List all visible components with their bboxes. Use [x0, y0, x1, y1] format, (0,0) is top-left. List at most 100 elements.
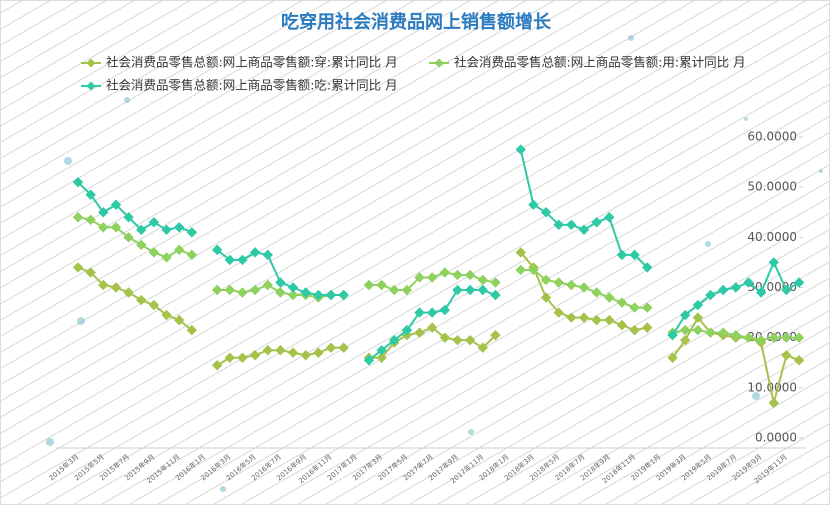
- point-marker: [540, 207, 552, 218]
- chart-title: 吃穿用社会消费品网上销售额增长: [281, 11, 552, 33]
- point-marker: [439, 267, 451, 278]
- point-marker: [426, 307, 438, 318]
- legend-label: 社会消费品零售总额:网上商品零售额:用:累计同比 月: [454, 55, 746, 70]
- point-marker: [287, 289, 299, 301]
- point-marker: [110, 199, 122, 210]
- point-marker: [642, 322, 653, 333]
- point-marker: [300, 287, 311, 298]
- point-marker: [262, 249, 273, 261]
- y-tick-label: 10.0000: [747, 380, 797, 394]
- point-marker: [439, 304, 451, 316]
- point-marker: [148, 247, 160, 258]
- point-marker: [123, 232, 134, 243]
- point-marker: [667, 329, 678, 341]
- point-marker: [604, 212, 615, 223]
- point-marker: [490, 329, 501, 341]
- point-marker: [211, 284, 223, 296]
- point-marker: [464, 284, 476, 296]
- point-marker: [629, 249, 640, 261]
- point-marker: [249, 284, 261, 296]
- point-marker: [793, 355, 805, 366]
- point-marker: [161, 224, 172, 236]
- point-marker: [528, 264, 539, 276]
- point-marker: [679, 324, 691, 336]
- point-marker: [123, 287, 134, 298]
- point-marker: [616, 319, 628, 331]
- point-marker: [262, 345, 273, 356]
- point-marker: [768, 257, 779, 268]
- point-marker: [566, 279, 577, 291]
- point-marker: [705, 289, 716, 301]
- point-marker: [173, 244, 185, 256]
- point-marker: [490, 289, 501, 301]
- point-marker: [717, 284, 729, 296]
- point-marker: [287, 282, 299, 293]
- point-marker: [781, 332, 792, 343]
- point-marker: [414, 307, 425, 318]
- point-marker: [186, 227, 198, 238]
- point-marker: [376, 279, 387, 291]
- point-marker: [730, 329, 742, 341]
- point-marker: [566, 312, 577, 323]
- legend-label: 社会消费品零售总额:网上商品零售额:穿:累计同比 月: [106, 55, 398, 70]
- point-marker: [629, 324, 640, 336]
- point-marker: [566, 219, 577, 230]
- point-marker: [211, 244, 223, 256]
- point-marker: [313, 347, 324, 358]
- point-marker: [515, 247, 526, 258]
- point-marker: [642, 262, 653, 273]
- point-marker: [477, 274, 489, 286]
- point-marker: [325, 289, 337, 301]
- point-marker: [768, 332, 779, 343]
- point-marker: [275, 287, 286, 298]
- point-marker: [376, 345, 387, 356]
- point-marker: [148, 299, 160, 311]
- point-marker: [363, 355, 375, 366]
- point-marker: [578, 312, 590, 323]
- point-marker: [85, 189, 96, 200]
- point-marker: [237, 287, 248, 298]
- point-marker: [667, 352, 678, 363]
- point-marker: [426, 322, 438, 333]
- point-marker: [110, 282, 122, 293]
- point-marker: [237, 352, 248, 363]
- point-marker: [389, 284, 400, 296]
- point-marker: [705, 327, 716, 338]
- legend-label: 社会消费品零售总额:网上商品零售额:吃:累计同比 月: [106, 78, 398, 93]
- point-marker: [211, 360, 223, 371]
- point-marker: [376, 352, 387, 363]
- y-tick-label: 0.0000: [755, 431, 797, 445]
- point-marker: [136, 239, 147, 251]
- point-marker: [123, 212, 134, 223]
- point-marker: [72, 262, 84, 273]
- point-marker: [426, 272, 438, 283]
- decor-dots: [46, 35, 823, 492]
- point-marker: [98, 207, 109, 218]
- point-marker: [679, 334, 691, 346]
- point-marker: [72, 176, 84, 188]
- point-marker: [287, 347, 299, 358]
- point-marker: [325, 342, 337, 353]
- point-marker: [414, 327, 425, 338]
- point-marker: [72, 212, 84, 223]
- point-marker: [161, 252, 172, 263]
- point-marker: [338, 342, 349, 353]
- point-marker: [300, 350, 311, 361]
- point-marker: [755, 287, 767, 298]
- point-marker: [148, 217, 160, 228]
- point-marker: [414, 272, 425, 283]
- point-marker: [730, 282, 742, 293]
- point-marker: [553, 219, 564, 230]
- point-marker: [515, 264, 526, 276]
- point-marker: [186, 324, 198, 336]
- point-marker: [793, 277, 805, 288]
- point-marker: [452, 269, 463, 281]
- y-tick-label: 40.0000: [747, 230, 797, 244]
- point-marker: [629, 302, 640, 313]
- series-line: [77, 216, 800, 342]
- point-marker: [136, 294, 147, 306]
- point-marker: [642, 302, 653, 313]
- point-marker: [768, 397, 779, 409]
